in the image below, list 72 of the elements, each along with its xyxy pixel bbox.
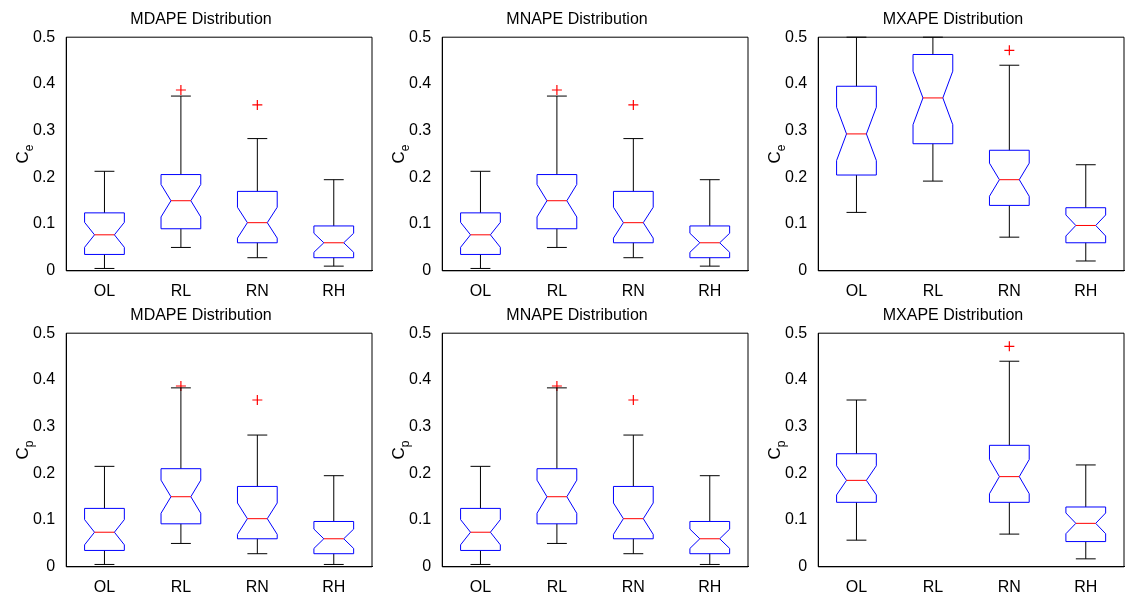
y-tick-label: 0.5	[408, 323, 432, 341]
y-tick-label: 0.4	[408, 74, 432, 92]
y-tick-label: 0.3	[32, 121, 56, 139]
x-tick-label: RL	[170, 577, 192, 595]
y-axis-title: Cp	[389, 440, 412, 460]
y-axis-title: Cp	[13, 440, 36, 460]
y-tick-label: 0	[422, 261, 432, 279]
x-tick-label: RL	[922, 577, 944, 595]
y-tick-label: 0.3	[784, 417, 808, 435]
y-tick-label: 0.4	[784, 370, 808, 388]
y-axis-title: Cp	[765, 440, 788, 460]
y-tick-label: 0	[798, 557, 808, 575]
x-tick-label: OL	[845, 577, 868, 595]
x-tick-label: RN	[997, 281, 1021, 299]
y-tick-label: 0.2	[32, 463, 56, 481]
x-tick-label: OL	[93, 577, 116, 595]
y-tick-label: 0.1	[32, 214, 56, 232]
x-tick-label: RL	[546, 577, 568, 595]
chart-title: MDAPE Distribution	[130, 306, 272, 324]
x-tick-label: RL	[546, 281, 568, 299]
x-tick-label: OL	[469, 281, 492, 299]
y-tick-label: 0.4	[408, 370, 432, 388]
y-tick-label: 0.4	[32, 74, 56, 92]
y-tick-label: 0.2	[784, 463, 808, 481]
y-axis-title: Ce	[765, 144, 788, 164]
y-tick-label: 0	[46, 557, 56, 575]
y-tick-label: 0.1	[784, 510, 808, 528]
y-tick-label: 0.1	[784, 214, 808, 232]
chart-title: MNAPE Distribution	[506, 10, 648, 28]
x-tick-label: RL	[170, 281, 192, 299]
y-tick-label: 0.2	[408, 463, 432, 481]
chart-title: MXAPE Distribution	[882, 306, 1024, 324]
y-tick-label: 0.1	[408, 214, 432, 232]
y-tick-label: 0.5	[32, 323, 56, 341]
y-tick-label: 0.3	[784, 121, 808, 139]
x-tick-label: RH	[698, 577, 722, 595]
y-axis-title: Ce	[389, 144, 412, 164]
x-tick-label: OL	[93, 281, 116, 299]
x-tick-label: RN	[621, 577, 645, 595]
y-tick-label: 0.2	[408, 167, 432, 185]
x-tick-label: RH	[322, 577, 346, 595]
y-tick-label: 0.3	[32, 417, 56, 435]
chart-title: MDAPE Distribution	[130, 10, 272, 28]
x-tick-label: RH	[1074, 577, 1098, 595]
x-tick-label: OL	[845, 281, 868, 299]
y-tick-label: 0.3	[408, 121, 432, 139]
chart-title: MNAPE Distribution	[506, 306, 648, 324]
y-tick-label: 0	[798, 261, 808, 279]
y-tick-label: 0.1	[408, 510, 432, 528]
y-tick-label: 0	[46, 261, 56, 279]
y-tick-label: 0	[422, 557, 432, 575]
y-tick-label: 0.1	[32, 510, 56, 528]
y-tick-label: 0.2	[32, 167, 56, 185]
x-tick-label: RL	[922, 281, 944, 299]
y-tick-label: 0.5	[784, 27, 808, 45]
x-tick-label: OL	[469, 577, 492, 595]
y-tick-label: 0.5	[784, 323, 808, 341]
y-tick-label: 0.2	[784, 167, 808, 185]
x-tick-label: RH	[698, 281, 722, 299]
y-axis-title: Ce	[13, 144, 36, 164]
y-tick-label: 0.3	[408, 417, 432, 435]
x-tick-label: RN	[621, 281, 645, 299]
x-tick-label: RN	[245, 577, 269, 595]
x-tick-label: RH	[322, 281, 346, 299]
x-tick-label: RN	[245, 281, 269, 299]
y-tick-label: 0.4	[784, 74, 808, 92]
x-tick-label: RN	[997, 577, 1021, 595]
y-tick-label: 0.5	[32, 27, 56, 45]
y-tick-label: 0.4	[32, 370, 56, 388]
x-tick-label: RH	[1074, 281, 1098, 299]
chart-title: MXAPE Distribution	[882, 10, 1024, 28]
y-tick-label: 0.5	[408, 27, 432, 45]
